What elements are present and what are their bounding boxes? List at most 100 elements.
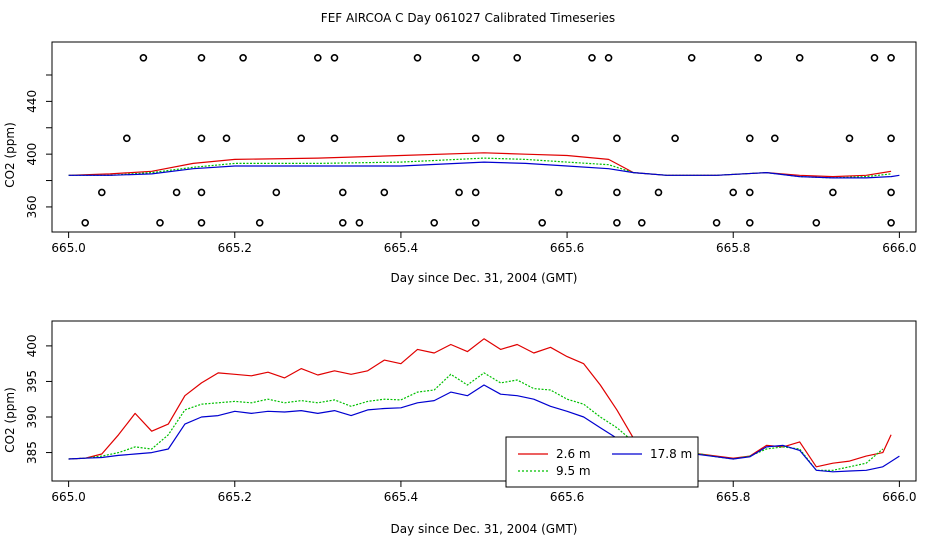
bottom-x-axis-label: Day since Dec. 31, 2004 (GMT) xyxy=(391,522,578,536)
legend-box xyxy=(505,436,699,488)
calibration-point xyxy=(513,53,522,62)
bottom-axes: 665.0 665.2 665.4 665.6 665.8 666.0 385 390 395 4… xyxy=(25,334,917,504)
calibration-point xyxy=(313,53,322,62)
top-x-tick-label: 665.4 xyxy=(384,241,418,255)
calibration-point xyxy=(330,134,339,143)
calibration-point xyxy=(687,53,696,62)
calibration-point xyxy=(887,219,895,227)
bottom-series-layer xyxy=(68,338,900,473)
calibration-point xyxy=(812,219,821,227)
calibration-point xyxy=(613,219,621,227)
top-calibration-points xyxy=(81,53,895,227)
calibration-point xyxy=(471,53,480,62)
calibration-point xyxy=(538,219,547,227)
calibration-point xyxy=(471,219,480,227)
calibration-point xyxy=(471,188,480,197)
calibration-point xyxy=(98,188,106,197)
calibration-point xyxy=(604,53,613,62)
calibration-point xyxy=(380,188,389,197)
calibration-point xyxy=(413,53,422,62)
bottom-x-tick-label: 666.0 xyxy=(882,490,916,504)
calibration-point xyxy=(355,219,364,227)
top-x-axis-label: Day since Dec. 31, 2004 (GMT) xyxy=(391,271,578,285)
top-series-line-9-5-m xyxy=(68,157,892,179)
calibration-point xyxy=(338,219,347,227)
calibration-point xyxy=(613,134,621,143)
calibration-point xyxy=(297,134,306,143)
calibration-point xyxy=(754,53,763,62)
legend: 2.6 m 9.5 m 17.8 m xyxy=(505,436,699,488)
bottom-x-tick-label: 665.2 xyxy=(218,490,252,504)
calibration-point xyxy=(887,53,895,62)
bottom-x-tick-label: 665.4 xyxy=(384,490,418,504)
top-x-tick-label: 665.2 xyxy=(218,241,252,255)
calibration-point xyxy=(654,188,663,197)
calibration-point xyxy=(222,134,231,143)
calibration-point xyxy=(197,219,206,227)
calibration-point xyxy=(729,188,738,197)
top-panel: 665.0 665.2 665.4 665.6 665.8 666.0360400440 … xyxy=(3,41,917,285)
calibration-point xyxy=(887,188,895,197)
legend-label-9-5m: 9.5 m xyxy=(556,464,591,478)
top-series-line-17-8-m xyxy=(68,161,900,179)
bottom-series-line-2-6-m xyxy=(68,338,892,468)
bottom-x-tick-label: 665.8 xyxy=(716,490,750,504)
calibration-point xyxy=(745,134,754,143)
calibration-point xyxy=(712,219,721,227)
top-x-tick-label: 665.6 xyxy=(550,241,584,255)
calibration-point xyxy=(430,219,439,227)
top-plot-frame xyxy=(51,41,917,233)
calibration-point xyxy=(554,188,563,197)
calibration-point xyxy=(770,134,779,143)
calibration-point xyxy=(588,53,596,62)
calibration-point xyxy=(637,219,646,227)
calibration-point xyxy=(272,188,281,197)
calibration-point xyxy=(455,188,463,197)
bottom-y-tick-label: 390 xyxy=(25,406,39,429)
calibration-point xyxy=(745,188,754,197)
top-x-tick-label: 665.0 xyxy=(51,241,85,255)
calibration-point xyxy=(845,134,854,143)
bottom-x-tick-label: 665.0 xyxy=(51,490,85,504)
calibration-point xyxy=(671,134,679,143)
calibration-point xyxy=(613,188,621,197)
calibration-point xyxy=(471,134,480,143)
calibration-point xyxy=(239,53,247,62)
top-axes: 665.0 665.2 665.4 665.6 665.8 666.0 360 400 440 xyxy=(25,74,917,255)
top-y-axis-label: CO2 (ppm) xyxy=(3,122,17,188)
calibration-point xyxy=(571,134,580,143)
legend-label-2-6m: 2.6 m xyxy=(556,447,591,461)
top-x-tick-label: 665.8 xyxy=(716,241,750,255)
calibration-point xyxy=(255,219,264,227)
calibration-point xyxy=(397,134,405,143)
top-y-tick-label: 440 xyxy=(25,90,39,113)
calibration-point xyxy=(197,53,206,62)
top-series-line-2-6-m xyxy=(68,152,892,178)
calibration-point xyxy=(139,53,148,62)
figure-title: FEF AIRCOA C Day 061027 Calibrated Times… xyxy=(321,11,615,25)
bottom-y-axis-label: CO2 (ppm) xyxy=(3,387,17,453)
bottom-series-line-17-8-m xyxy=(68,384,900,473)
calibration-point xyxy=(870,53,879,62)
bottom-panel: 665.0 665.2 665.4 665.6 665.8 666.0 385 390 395 4… xyxy=(3,320,917,536)
calibration-point xyxy=(496,134,505,143)
top-series-layer xyxy=(68,152,900,179)
calibration-point xyxy=(330,53,339,62)
calibration-point xyxy=(745,219,754,227)
top-y-tick-label: 360 xyxy=(25,195,39,218)
bottom-y-tick-label: 385 xyxy=(25,441,39,464)
calibration-point xyxy=(123,134,131,143)
calibration-point xyxy=(172,188,181,197)
calibration-point xyxy=(156,219,164,227)
bottom-plot-frame xyxy=(51,320,917,482)
bottom-y-tick-label: 400 xyxy=(25,334,39,357)
calibration-point xyxy=(795,53,804,62)
calibration-point xyxy=(829,188,837,197)
calibration-point xyxy=(887,134,895,143)
legend-label-17-8m: 17.8 m xyxy=(650,447,692,461)
calibration-point xyxy=(197,134,206,143)
top-y-tick-label: 400 xyxy=(25,143,39,166)
top-x-tick-label: 666.0 xyxy=(882,241,916,255)
calibration-point xyxy=(197,188,206,197)
